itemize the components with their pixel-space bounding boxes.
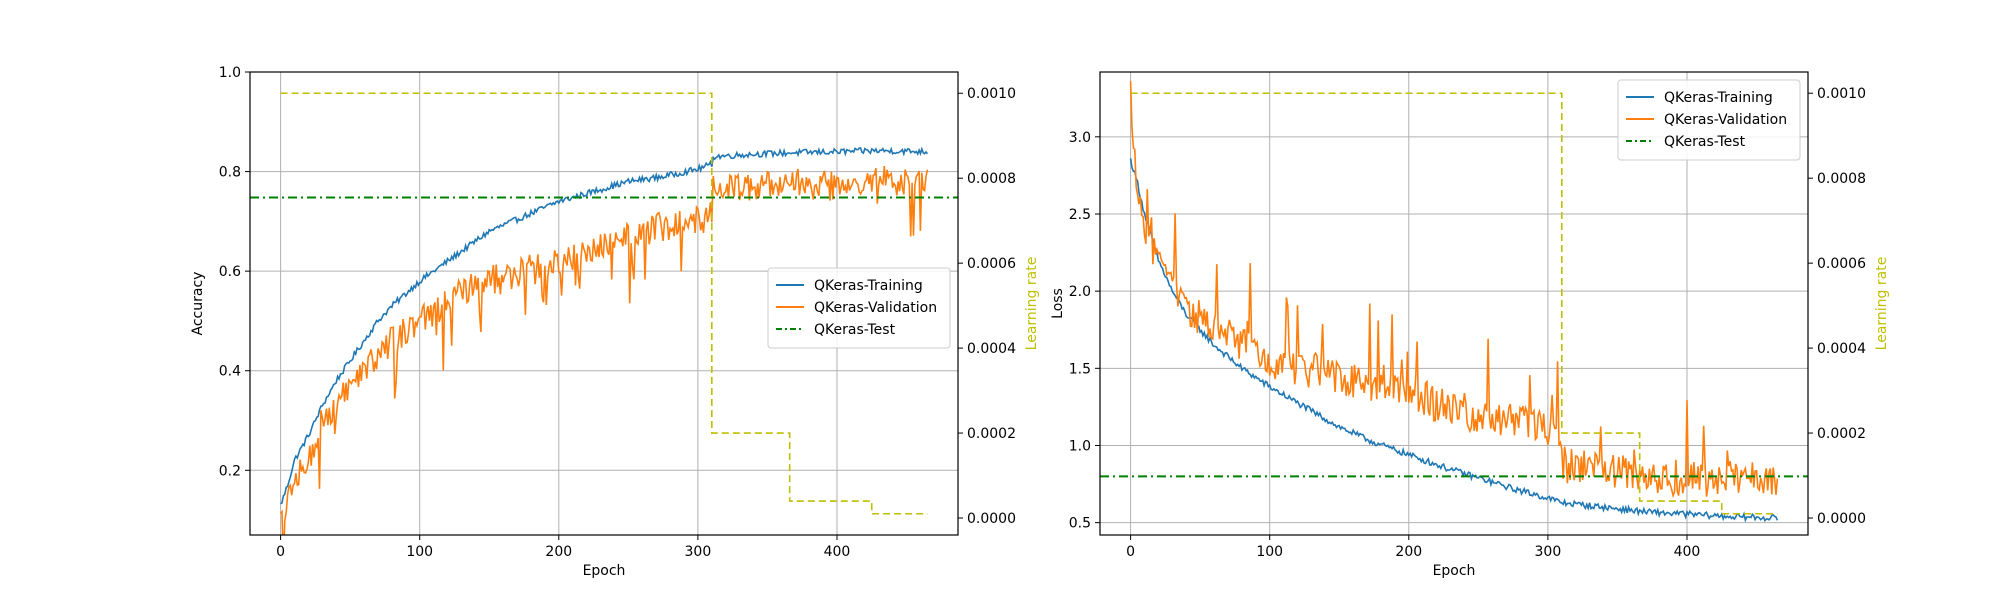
legend-box <box>767 267 951 349</box>
legend-box <box>1617 79 1801 161</box>
x-tick-label: 300 <box>1535 544 1562 560</box>
y2-tick-label: 0.0010 <box>967 86 1016 102</box>
y-tick-label: 0.6 <box>219 264 241 280</box>
y2-tick-label: 0.0004 <box>1817 341 1866 357</box>
y-tick-label: 0.4 <box>219 364 241 380</box>
x-tick-label: 200 <box>545 544 572 560</box>
chart-panel-2: 0 100 200 300 400 0.5 1.0 1.5 2.0 2.5 3.0 0.0000 0.0… <box>1050 71 1890 579</box>
y-tick-label: 0.5 <box>1069 516 1091 532</box>
y-tick-label: 0.8 <box>219 165 241 181</box>
legend-label: QKeras-Training <box>1664 90 1773 106</box>
series-line-qkeras-validation <box>279 166 929 535</box>
chart-panel-1: 0 100 200 300 400 0.2 0.4 0.6 0.8 1.0 0.0000 0.0002… <box>190 65 1040 579</box>
y-axis-label: Loss <box>1050 288 1066 319</box>
legend: QKeras-Training QKeras-Validation QKeras-T… <box>767 267 951 349</box>
series-group <box>1100 80 1808 523</box>
y-axis-label: Accuracy <box>190 272 206 336</box>
legend: QKeras-Training QKeras-Validation QKeras-T… <box>1617 79 1801 161</box>
x-tick-label: 0 <box>1126 544 1135 560</box>
legend-label: QKeras-Validation <box>814 300 937 316</box>
series-line-qkeras-validation <box>1129 80 1779 499</box>
legend-label: QKeras-Test <box>1664 134 1746 150</box>
series-line-qkeras-training <box>280 146 929 505</box>
series-group <box>250 92 958 535</box>
y-tick-label: 0.2 <box>219 463 241 479</box>
y2-tick-label: 0.0000 <box>1817 511 1866 527</box>
y-tick-label: 1.5 <box>1069 361 1091 377</box>
y-tick-label: 1.0 <box>219 65 241 81</box>
x-tick-label: 200 <box>1395 544 1422 560</box>
y2-tick-label: 0.0006 <box>967 256 1016 272</box>
x-axis-label: Epoch <box>583 563 626 579</box>
y2-tick-label: 0.0010 <box>1817 86 1866 102</box>
y-tick-label: 1.0 <box>1069 438 1091 454</box>
x-tick-label: 400 <box>824 544 851 560</box>
plot-frame <box>249 71 959 536</box>
y2-tick-label: 0.0008 <box>967 171 1016 187</box>
x-tick-label: 400 <box>1674 544 1701 560</box>
legend-label: QKeras-Training <box>814 278 923 294</box>
legend-label: QKeras-Test <box>814 322 896 338</box>
y-tick-label: 3.0 <box>1069 130 1091 146</box>
y2-tick-label: 0.0004 <box>967 341 1016 357</box>
y2-tick-label: 0.0002 <box>967 426 1016 442</box>
y-tick-label: 2.5 <box>1069 207 1091 223</box>
y2-axis-label: Learning rate <box>1024 257 1040 351</box>
series-line-learning-rate <box>280 92 928 515</box>
y2-tick-label: 0.0008 <box>1817 171 1866 187</box>
x-tick-label: 100 <box>406 544 433 560</box>
series-line-qkeras-training <box>1129 158 1779 523</box>
y2-tick-label: 0.0002 <box>1817 426 1866 442</box>
legend-label: QKeras-Validation <box>1664 112 1787 128</box>
x-tick-label: 300 <box>685 544 712 560</box>
x-tick-label: 100 <box>1256 544 1283 560</box>
y2-axis-label: Learning rate <box>1874 257 1890 351</box>
plot-frame <box>1099 71 1809 536</box>
y2-tick-label: 0.0000 <box>967 511 1016 527</box>
x-axis-label: Epoch <box>1433 563 1476 579</box>
y-tick-label: 2.0 <box>1069 284 1091 300</box>
series-line-learning-rate <box>1130 92 1778 515</box>
y2-tick-label: 0.0006 <box>1817 256 1866 272</box>
x-tick-label: 0 <box>276 544 285 560</box>
